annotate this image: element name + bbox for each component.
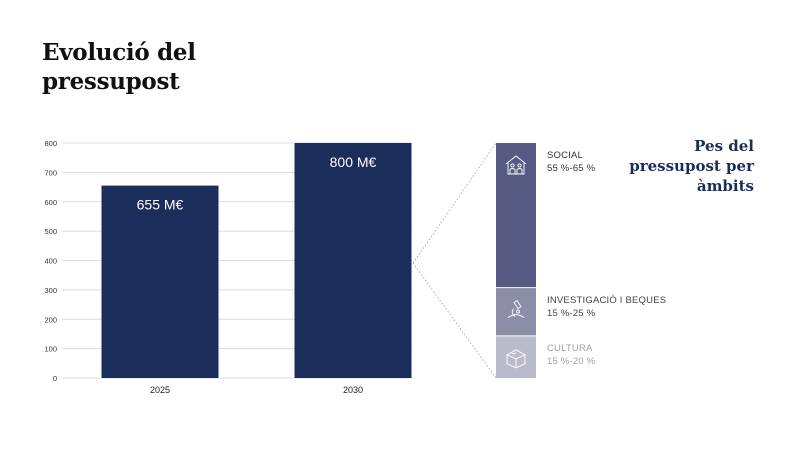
x-tick-label: 2030 [343,385,363,395]
breakdown-title: Pes del pressupost per àmbits [629,137,754,195]
segment-investigació [496,287,536,336]
bar-2025 [101,185,219,378]
theater-masks-icon [506,349,526,369]
segment-range: 15 %-20 % [547,355,596,367]
breakdown-connector [412,142,497,379]
segment-label-research: INVESTIGACIÓ I BEQUES 15 %-25 % [547,294,666,320]
y-tick-label: 500 [44,227,57,236]
segment-cultura [496,335,536,378]
x-tick-label: 2025 [150,385,170,395]
segment-label-culture: CULTURA 15 %-20 % [547,342,595,368]
breakdown-stack [496,143,536,378]
bar-value-label: 800 M€ [330,154,377,170]
chart-title: Evolució del pressupost [42,39,196,95]
segment-name: CULTURA [547,342,593,354]
bar-value-label: 655 M€ [137,197,184,213]
segment-range: 55 %-65 % [547,163,596,174]
segment-rect [496,335,536,378]
segment-name: SOCIAL [547,150,584,161]
segment-rect [496,143,536,288]
y-tick-label: 800 [44,139,57,148]
y-tick-label: 400 [44,257,57,266]
y-tick-label: 700 [44,168,57,177]
segment-rect [496,287,536,336]
x-axis-ticks: 2025 2030 [150,385,363,395]
y-tick-label: 100 [44,345,57,354]
y-tick-label: 600 [44,198,57,207]
y-tick-label: 0 [53,374,57,383]
connector-line-top [412,142,497,264]
bars: 655 M€ 800 M€ [101,143,412,378]
segment-range: 15 %-25 % [547,307,596,319]
family-house-icon [505,155,527,175]
y-tick-label: 300 [44,286,57,295]
y-tick-label: 200 [44,315,57,324]
y-axis-ticks: 0 100 200 300 400 500 600 700 800 [44,139,57,383]
connector-line-bottom [412,262,497,379]
segment-label-social: SOCIAL 55 %-65 % [547,149,595,175]
microscope-icon [507,299,525,318]
segment-social [496,143,536,288]
segment-name: INVESTIGACIÓ I BEQUES [547,294,667,306]
bar-2030 [294,143,412,378]
